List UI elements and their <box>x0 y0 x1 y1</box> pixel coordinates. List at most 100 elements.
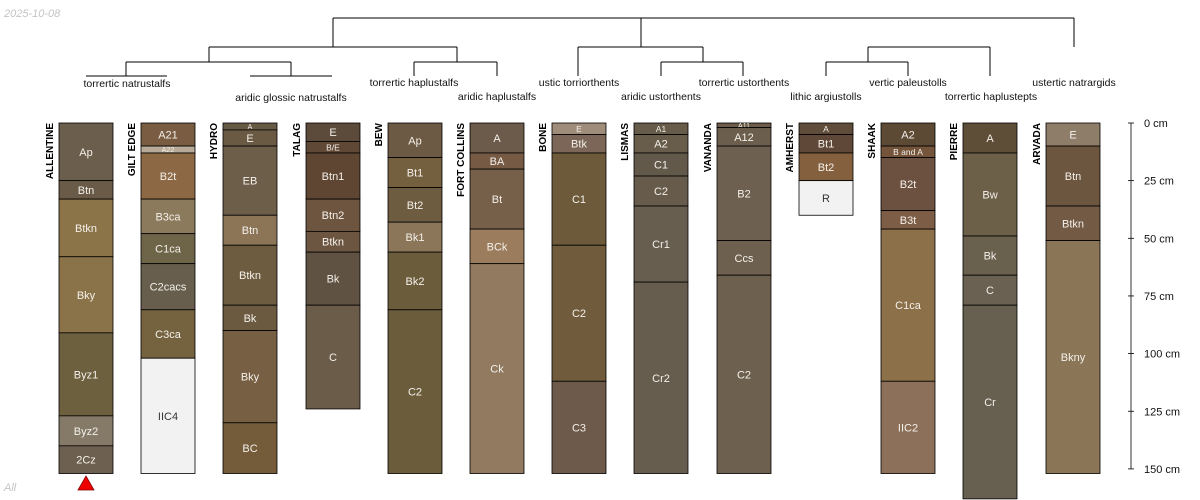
horizon-rect <box>140 263 196 311</box>
horizon-label: E <box>329 127 336 139</box>
horizon-label: A <box>493 133 501 145</box>
taxonomy-label: ustic torriorthents <box>539 77 620 89</box>
soil-profile: E B/E Btn1 Btn2 Btkn Bk C TALAG <box>292 122 361 410</box>
axis-tick-label: 0 cm <box>1144 118 1168 130</box>
horizon-rect <box>305 198 361 232</box>
horizon-rect <box>222 145 278 216</box>
soil-profile: Ap Btn Btkn Bky Byz1 Byz2 2Cz ALLENTINE <box>45 122 114 474</box>
horizon-label: Ap <box>408 135 421 147</box>
horizon-label: Bt <box>492 194 502 206</box>
horizon-label: C1 <box>654 159 668 171</box>
horizon-rect <box>716 145 772 242</box>
horizon-rect <box>880 157 936 212</box>
horizon-label: Btkn <box>322 237 344 249</box>
horizon-rect <box>880 228 936 382</box>
horizon-rect <box>551 244 607 382</box>
horizon-rect <box>222 422 278 474</box>
profile-name: FORT COLLINS <box>456 123 467 197</box>
date-stamp: 2025-10-08 <box>4 8 61 20</box>
axis-tick-label: 100 cm <box>1144 349 1180 361</box>
horizon-rect <box>222 244 278 306</box>
horizon-rect <box>469 228 525 265</box>
horizon-rect <box>58 332 114 417</box>
taxonomy-label: aridic ustorthents <box>621 91 701 103</box>
soil-profiles: Ap Btn Btkn Bky Byz1 Byz2 2Cz ALLENTINE A21 A22 B2… <box>45 122 1101 500</box>
axis-tick-label: 150 cm <box>1144 464 1180 476</box>
horizon-rect <box>633 175 689 207</box>
horizon-label: B2 <box>737 188 750 200</box>
horizon-label: A <box>248 124 253 131</box>
horizon-rect <box>140 233 196 265</box>
horizon-label: A12 <box>734 132 754 144</box>
horizon-label: B2t <box>160 171 177 183</box>
footer-note: All <box>4 482 17 494</box>
soil-profile: A BA Bt BCk Ck FORT COLLINS <box>456 122 525 474</box>
horizon-label: C1ca <box>155 244 182 256</box>
horizon-label: Byz1 <box>74 369 98 381</box>
horizon-rect <box>962 274 1018 306</box>
horizon-rect <box>962 122 1018 154</box>
horizon-label: Cr1 <box>652 239 670 251</box>
horizon-label: C2 <box>408 387 422 399</box>
soil-profile: AE EB Btn Btkn Bk Bky BC HYDRO <box>209 122 278 474</box>
profile-name: GILT EDGE <box>127 123 138 176</box>
horizon-label: Ccs <box>735 253 754 265</box>
taxonomy-label: lithic argiustolls <box>790 91 861 103</box>
horizon-label: A11 <box>738 123 750 130</box>
profile-name: PIERRE <box>949 123 960 161</box>
horizon-label: Cr <box>984 397 996 409</box>
horizon-rect <box>387 221 443 253</box>
horizon-rect <box>140 198 196 235</box>
horizon-label: Bky <box>77 290 96 302</box>
soil-profile: A Bt1 Bt2 R AMHERST <box>785 122 854 216</box>
horizon-label: A <box>823 124 829 134</box>
horizon-rect <box>962 304 1018 500</box>
horizon-rect <box>58 122 114 182</box>
profile-name: TALAG <box>292 123 303 157</box>
horizon-rect <box>305 304 361 410</box>
horizon-label: Bt1 <box>407 168 424 180</box>
horizon-label: Bky <box>241 372 260 384</box>
horizon-rect <box>469 122 525 154</box>
horizon-rect <box>58 198 114 258</box>
horizon-label: EB <box>243 176 258 188</box>
horizon-rect <box>551 380 607 474</box>
horizon-rect <box>1045 145 1101 207</box>
horizon-rect <box>469 263 525 474</box>
horizon-rect <box>222 304 278 331</box>
horizon-rect <box>798 180 854 216</box>
horizon-label: R <box>822 193 830 205</box>
soil-profile: E Btn Btkn Bkny ARVADA <box>1032 122 1101 474</box>
horizon-label: B3t <box>900 215 917 227</box>
horizon-label: Btkn <box>1062 218 1084 230</box>
horizon-rect <box>222 330 278 424</box>
horizon-label: Bk2 <box>406 276 425 288</box>
horizon-rect <box>469 168 525 230</box>
taxonomy-label: torrertic haplustalfs <box>370 77 459 89</box>
horizon-rect <box>1045 205 1101 242</box>
profile-name: BEW <box>374 122 385 146</box>
horizon-label: C2 <box>737 369 751 381</box>
soil-profile: A1 A2 C1 C2 Cr1 Cr2 LISMAS <box>620 122 689 474</box>
soil-profile: E Btk C1 C2 C3 BONE <box>538 122 607 474</box>
truncation-marker-icon <box>77 475 95 491</box>
horizon-rect <box>716 240 772 276</box>
horizon-label: C2 <box>572 308 586 320</box>
profile-name: HYDRO <box>209 123 220 159</box>
horizon-label: B/E <box>326 142 340 152</box>
soil-profile: Ap Bt1 Bt2 Bk1 Bk2 C2 BEW <box>374 122 443 474</box>
horizon-label: Btkn <box>75 223 97 235</box>
horizon-label: E <box>1069 129 1076 141</box>
profile-name: VANANDA <box>703 123 714 172</box>
axis-tick-label: 50 cm <box>1144 233 1174 245</box>
taxonomy-label: aridic glossic natrustalfs <box>235 92 346 104</box>
axis-tick-label: 25 cm <box>1144 176 1174 188</box>
horizon-label: Bw <box>982 189 997 201</box>
profile-name: ARVADA <box>1032 123 1043 165</box>
horizon-label: Bk <box>244 313 257 325</box>
taxonomy-label: torrertic natrustalfs <box>84 78 171 90</box>
horizon-label: A <box>986 133 994 145</box>
horizon-label: Bk1 <box>406 232 425 244</box>
horizon-label: IIC4 <box>158 411 178 423</box>
horizon-rect <box>58 445 114 474</box>
